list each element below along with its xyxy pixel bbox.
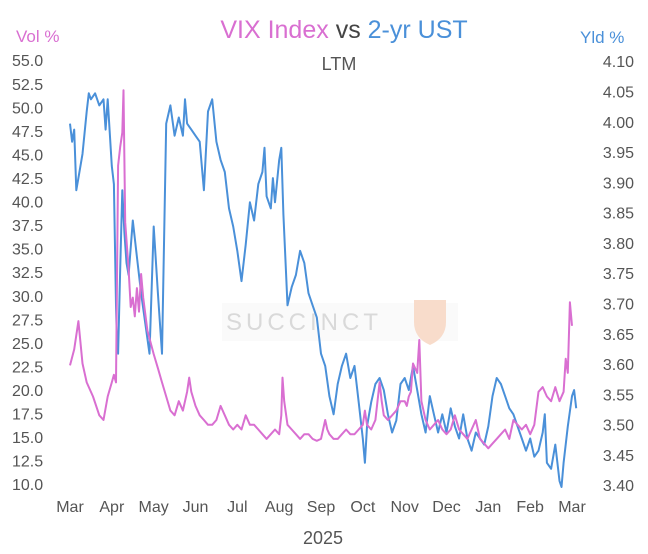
left-tick-label: 42.5 (12, 171, 43, 188)
right-tick-label: 3.75 (603, 266, 634, 283)
left-tick-label: 47.5 (12, 124, 43, 141)
watermark: SUCCINCT (222, 300, 458, 345)
right-tick-label: 4.05 (603, 85, 634, 102)
x-tick-label: Mar (56, 499, 84, 516)
x-tick-label: Oct (350, 499, 375, 516)
left-tick-label: 35.0 (12, 242, 43, 259)
title-vix: VIX Index (220, 16, 329, 44)
right-tick-label: 3.80 (603, 236, 634, 253)
x-tick-label: Sep (307, 499, 336, 516)
right-tick-label: 4.10 (603, 54, 634, 71)
right-axis-ticks: 4.10 4.05 4.00 3.95 3.90 3.85 3.80 3.75 3.70 3.65… (603, 54, 634, 495)
x-tick-label: Dec (432, 499, 460, 516)
left-tick-label: 40.0 (12, 195, 43, 212)
x-tick-label: Apr (99, 499, 125, 516)
title-ust: 2-yr UST (368, 16, 468, 44)
x-tick-label: Jul (227, 499, 247, 516)
right-tick-label: 3.55 (603, 387, 634, 404)
right-tick-label: 3.45 (603, 448, 634, 465)
right-tick-label: 3.85 (603, 206, 634, 223)
watermark-shield-icon (414, 300, 446, 345)
year-label: 2025 (303, 528, 343, 548)
left-axis-ticks: 55.0 52.5 50.0 47.5 45.0 42.5 40.0 37.5 35.0 32.5… (12, 53, 43, 494)
x-tick-label: May (139, 499, 169, 516)
x-tick-label: Nov (390, 499, 418, 516)
x-axis-ticks: Mar Apr May Jun Jul Aug Sep Oct Nov Dec Jan Feb Mar (56, 499, 586, 516)
left-tick-label: 30.0 (12, 289, 43, 306)
x-tick-label: Jun (183, 499, 209, 516)
chart-subtitle: LTM (322, 54, 357, 74)
right-tick-label: 3.50 (603, 418, 634, 435)
right-tick-label: 3.95 (603, 145, 634, 162)
left-tick-label: 17.5 (12, 407, 43, 424)
chart-title: VIX Index vs 2-yr UST (220, 16, 467, 44)
left-tick-label: 20.0 (12, 383, 43, 400)
right-tick-label: 3.65 (603, 327, 634, 344)
left-tick-label: 22.5 (12, 359, 43, 376)
x-tick-label: Jan (475, 499, 501, 516)
left-tick-label: 45.0 (12, 147, 43, 164)
right-tick-label: 3.90 (603, 175, 634, 192)
right-tick-label: 3.40 (603, 478, 634, 495)
left-tick-label: 37.5 (12, 218, 43, 235)
left-tick-label: 52.5 (12, 77, 43, 94)
x-tick-label: Feb (516, 499, 544, 516)
left-tick-label: 55.0 (12, 53, 43, 70)
left-tick-label: 10.0 (12, 477, 43, 494)
left-tick-label: 12.5 (12, 454, 43, 471)
watermark-text: SUCCINCT (226, 309, 382, 336)
right-axis-title: Yld % (580, 28, 624, 47)
right-tick-label: 4.00 (603, 115, 634, 132)
right-tick-label: 3.60 (603, 357, 634, 374)
left-tick-label: 15.0 (12, 430, 43, 447)
x-tick-label: Mar (558, 499, 586, 516)
left-tick-label: 27.5 (12, 312, 43, 329)
left-tick-label: 32.5 (12, 265, 43, 282)
left-tick-label: 50.0 (12, 100, 43, 117)
left-tick-label: 25.0 (12, 336, 43, 353)
title-vs: vs (329, 16, 368, 44)
series-line-vix (69, 89, 573, 450)
x-tick-label: Aug (265, 499, 293, 516)
left-axis-title: Vol % (16, 27, 59, 46)
right-tick-label: 3.70 (603, 297, 634, 314)
